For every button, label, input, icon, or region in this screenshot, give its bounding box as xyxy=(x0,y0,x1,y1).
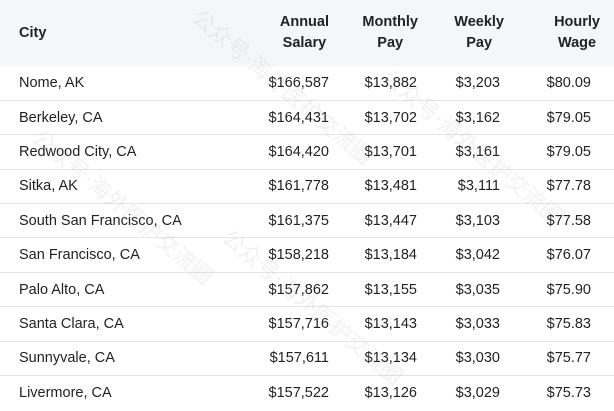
column-header-annual-line2: Salary xyxy=(282,35,327,51)
cell-hourly-wage: $75.73 xyxy=(546,384,591,401)
cell-monthly-pay: $13,155 xyxy=(364,281,417,298)
table-row: Livermore, CA $157,522 $13,126 $3,029 $7… xyxy=(0,375,614,410)
table-row: Redwood City, CA $164,420 $13,701 $3,161… xyxy=(0,134,614,169)
column-header-hourly-line2: Wage xyxy=(557,35,597,51)
cell-city: Sitka, AK xyxy=(19,178,78,195)
header-row: City Annual Salary Monthly Pay Weekly Pa… xyxy=(0,0,614,66)
cell-city: Santa Clara, CA xyxy=(19,315,124,332)
table-row: Sunnyvale, CA $157,611 $13,134 $3,030 $7… xyxy=(0,341,614,375)
table-row: Berkeley, CA $164,431 $13,702 $3,162 $79… xyxy=(0,100,614,134)
column-header-monthly-pay: Monthly Pay xyxy=(340,0,430,66)
table-row: Palo Alto, CA $157,862 $13,155 $3,035 $7… xyxy=(0,272,614,306)
cell-annual-salary: $157,611 xyxy=(269,350,329,367)
cell-monthly-pay: $13,447 xyxy=(364,212,417,229)
cell-hourly-wage: $76.07 xyxy=(546,247,591,264)
cell-weekly-pay: $3,162 xyxy=(455,109,500,126)
cell-city: Sunnyvale, CA xyxy=(19,350,115,367)
table-body: Nome, AK $166,587 $13,882 $3,203 $80.09 … xyxy=(0,66,614,410)
column-header-weekly-line2: Pay xyxy=(466,35,493,51)
column-header-city: City xyxy=(0,0,240,66)
cell-city: Palo Alto, CA xyxy=(19,281,105,298)
column-header-annual-salary: Annual Salary xyxy=(240,0,340,66)
column-header-weekly-pay: Weekly Pay xyxy=(430,0,520,66)
column-header-hourly-wage: Hourly Wage xyxy=(520,0,614,66)
cell-annual-salary: $158,218 xyxy=(268,247,329,264)
cell-monthly-pay: $13,143 xyxy=(364,315,417,332)
cell-annual-salary: $157,716 xyxy=(268,315,329,332)
cell-hourly-wage: $75.83 xyxy=(546,315,591,332)
cell-monthly-pay: $13,701 xyxy=(364,143,417,160)
cell-hourly-wage: $75.90 xyxy=(546,281,591,298)
column-header-annual-line1: Annual xyxy=(279,14,329,30)
cell-city: Redwood City, CA xyxy=(19,143,137,160)
cell-monthly-pay: $13,481 xyxy=(364,178,417,195)
column-header-hourly-line1: Hourly xyxy=(554,14,600,30)
column-header-weekly-line1: Weekly xyxy=(454,14,504,30)
cell-monthly-pay: $13,184 xyxy=(364,247,417,264)
cell-weekly-pay: $3,035 xyxy=(455,281,500,298)
cell-weekly-pay: $3,203 xyxy=(455,74,500,91)
cell-city: South San Francisco, CA xyxy=(19,212,182,229)
cell-monthly-pay: $13,126 xyxy=(364,384,417,401)
cell-hourly-wage: $79.05 xyxy=(546,143,591,160)
cell-annual-salary: $164,420 xyxy=(268,143,329,160)
cell-monthly-pay: $13,134 xyxy=(364,350,417,367)
column-header-city-label: City xyxy=(19,24,47,41)
table-header: City Annual Salary Monthly Pay Weekly Pa… xyxy=(0,0,614,66)
cell-city: Berkeley, CA xyxy=(19,109,103,126)
cell-hourly-wage: $77.78 xyxy=(546,178,591,195)
cell-weekly-pay: $3,029 xyxy=(455,384,500,401)
cell-hourly-wage: $80.09 xyxy=(546,74,591,91)
cell-hourly-wage: $77.58 xyxy=(546,212,591,229)
cell-monthly-pay: $13,702 xyxy=(364,109,417,126)
cell-city: Nome, AK xyxy=(19,74,85,91)
table-row: Sitka, AK $161,778 $13,481 $3,111 $77.78 xyxy=(0,169,614,203)
cell-city: Livermore, CA xyxy=(19,384,112,401)
cell-hourly-wage: $75.77 xyxy=(546,350,591,367)
column-header-monthly-line2: Pay xyxy=(377,35,404,51)
cell-annual-salary: $157,522 xyxy=(268,384,329,401)
table-row: San Francisco, CA $158,218 $13,184 $3,04… xyxy=(0,237,614,272)
cell-hourly-wage: $79.05 xyxy=(546,109,591,126)
cell-weekly-pay: $3,033 xyxy=(455,315,500,332)
cell-weekly-pay: $3,030 xyxy=(455,350,500,367)
cell-monthly-pay: $13,882 xyxy=(364,74,417,91)
cell-annual-salary: $161,375 xyxy=(268,212,329,229)
cell-weekly-pay: $3,111 xyxy=(457,178,500,195)
table-row: Nome, AK $166,587 $13,882 $3,203 $80.09 xyxy=(0,66,614,100)
cell-annual-salary: $166,587 xyxy=(268,74,329,91)
table-row: Santa Clara, CA $157,716 $13,143 $3,033 … xyxy=(0,306,614,341)
cell-weekly-pay: $3,103 xyxy=(455,212,500,229)
column-header-monthly-line1: Monthly xyxy=(362,14,418,30)
cell-city: San Francisco, CA xyxy=(19,247,140,264)
cell-annual-salary: $164,431 xyxy=(268,109,329,126)
cell-annual-salary: $161,778 xyxy=(268,178,329,195)
cell-annual-salary: $157,862 xyxy=(268,281,329,298)
table-row: South San Francisco, CA $161,375 $13,447… xyxy=(0,203,614,238)
cell-weekly-pay: $3,161 xyxy=(455,143,500,160)
cell-weekly-pay: $3,042 xyxy=(455,247,500,264)
